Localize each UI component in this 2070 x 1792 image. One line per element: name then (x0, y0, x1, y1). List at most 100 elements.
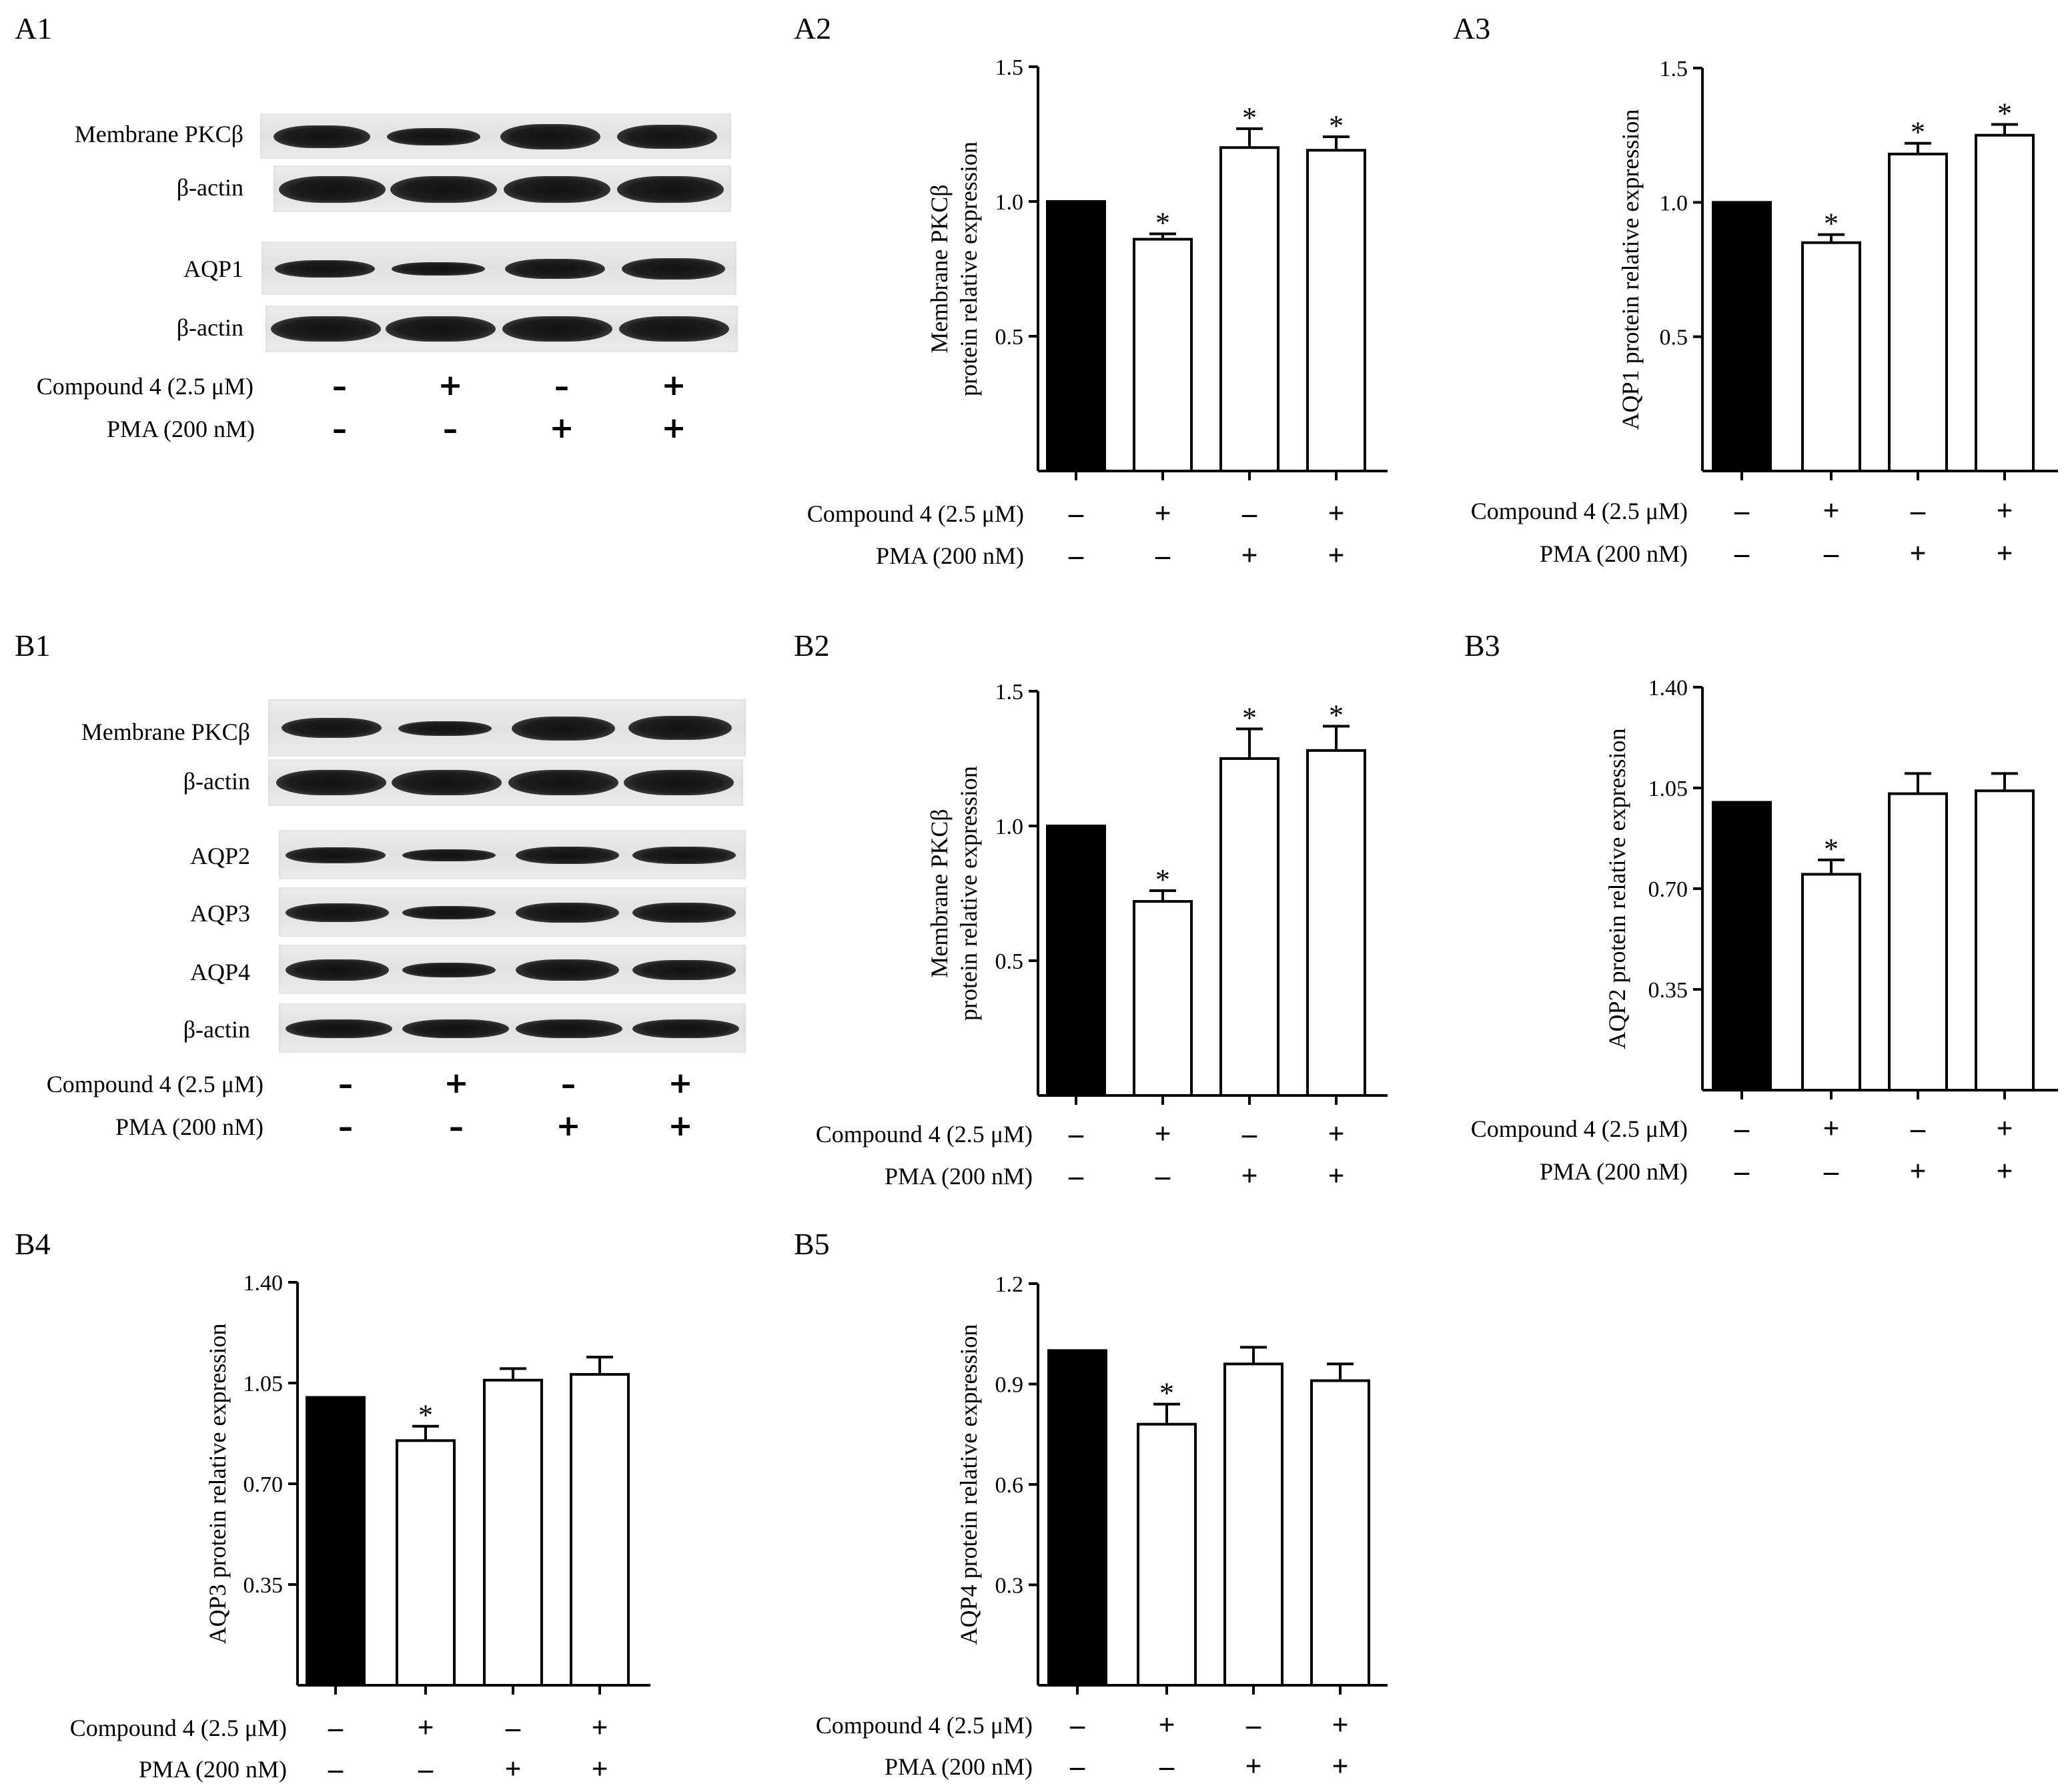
band (516, 1019, 622, 1038)
a3-significance-marker: * (1911, 116, 1925, 149)
blot-a1-label-pkc: Membrane PKCβ (74, 121, 243, 147)
band (279, 176, 386, 203)
band (274, 125, 370, 148)
b2-compound-sign: + (1328, 1117, 1344, 1150)
a1-pma-sign: – (332, 412, 347, 446)
band (619, 316, 729, 342)
a2-pma-sign: + (1328, 539, 1344, 572)
a3-compound-sign: – (1734, 494, 1750, 527)
blot-a1-label-actin1: β-actin (176, 174, 243, 201)
blot-a1-strip-aqp1 (262, 242, 736, 295)
band (500, 124, 600, 149)
b2-y-label-line2: protein relative expression (955, 766, 982, 1021)
a2-pma-sign: – (1155, 539, 1171, 572)
b3-pma-label: PMA (200 nM) (1540, 1158, 1688, 1185)
a3-compound-sign: + (1996, 494, 2013, 527)
b5-bar (1137, 1422, 1197, 1687)
b4-pma-sign: – (328, 1753, 344, 1785)
band (516, 847, 619, 864)
b2-pma-sign: – (1068, 1160, 1084, 1192)
a1-pma-label: PMA (200 nM) (106, 416, 255, 442)
band (275, 260, 375, 278)
a3-significance-marker: * (1824, 207, 1839, 240)
a3-bar (1975, 133, 2035, 473)
band (286, 847, 386, 863)
a1-compound-sign: – (554, 370, 569, 404)
b1-pma-sign: + (668, 1109, 693, 1143)
panel-label-a3: A3 (1453, 11, 1491, 45)
band (617, 176, 724, 203)
band (504, 176, 610, 203)
b5-y-tick-label: 0.6 (995, 1473, 1024, 1498)
a3-pma-sign: – (1823, 537, 1839, 570)
a2-bar (1046, 200, 1106, 472)
b3-y-label: AQP2 protein relative expression (1604, 729, 1630, 1049)
a3-pma-sign: – (1734, 537, 1750, 570)
b5-bar (1223, 1362, 1283, 1687)
b4-compound-sign: – (328, 1711, 344, 1744)
a2-y-label-line1: Membrane PKCβ (926, 184, 953, 353)
band (282, 718, 382, 738)
band (286, 903, 389, 922)
a2-significance-marker: * (1242, 101, 1257, 134)
a2-significance-marker: * (1155, 206, 1170, 239)
panel-label-b2: B2 (794, 628, 830, 662)
b4-compound-sign: + (591, 1711, 608, 1744)
blot-b1-strip-pkc (268, 699, 746, 757)
band (286, 1019, 392, 1038)
a3-y-tick-label: 1.0 (1660, 191, 1688, 215)
b3-compound-sign: + (1823, 1112, 1839, 1145)
blot-a1-label-aqp1: AQP1 (183, 256, 243, 282)
blot-a1-label-actin2: β-actin (176, 314, 243, 341)
a3-pma-sign: + (1996, 537, 2013, 570)
band (632, 960, 736, 980)
a3-pma-label: PMA (200 nM) (1540, 540, 1688, 567)
band (392, 262, 485, 276)
a2-bar (1306, 149, 1366, 473)
blot-b1-strip-actin1 (268, 759, 743, 806)
b2-significance-marker: * (1242, 702, 1257, 735)
b4-bar (570, 1373, 630, 1687)
b4-y-tick-label: 0.70 (243, 1472, 284, 1497)
a3-y-tick-label: 0.5 (1660, 326, 1688, 350)
a3-bar (1888, 152, 1948, 472)
b3-y-tick-label: 0.70 (1648, 877, 1688, 902)
a2-pma-label: PMA (200 nM) (876, 542, 1024, 569)
b2-y-label-line1: Membrane PKCβ (926, 809, 953, 977)
a2-y-tick-label: 0.5 (995, 325, 1024, 350)
band (508, 770, 618, 795)
b2-compound-label: Compound 4 (2.5 μM) (816, 1121, 1033, 1148)
b2-y-tick-label: 1.0 (995, 815, 1024, 839)
band (402, 849, 496, 861)
a1-compound-label: Compound 4 (2.5 μM) (36, 373, 253, 400)
a2-bar (1219, 146, 1279, 472)
b2-bar (1219, 757, 1279, 1097)
band (392, 770, 502, 795)
a3-compound-sign: – (1910, 494, 1926, 527)
a2-y-label-line2: protein relative expression (955, 141, 982, 396)
blot-a1-strip-actin2 (266, 306, 738, 352)
a3-pma-sign: + (1909, 537, 1926, 570)
band (632, 903, 736, 923)
b5-y-label: AQP4 protein relative expression (955, 1324, 982, 1645)
b5-compound-sign: – (1069, 1709, 1085, 1741)
blot-a1-strip-pkc (260, 113, 731, 159)
b2-y-tick-label: 1.5 (995, 680, 1024, 705)
a3-compound-label: Compound 4 (2.5 μM) (1471, 498, 1688, 524)
b5-pma-sign: – (1159, 1750, 1175, 1783)
b4-compound-sign: + (417, 1711, 434, 1744)
b5-y-tick-label: 1.2 (995, 1272, 1024, 1297)
b4-pma-label: PMA (200 nM) (139, 1756, 287, 1783)
b3-y-tick-label: 1.40 (1648, 676, 1688, 701)
b3-compound-sign: – (1910, 1112, 1926, 1145)
a2-compound-sign: – (1241, 497, 1257, 530)
b2-pma-sign: + (1328, 1160, 1344, 1192)
band (622, 258, 725, 280)
b2-compound-sign: – (1241, 1117, 1257, 1150)
a2-compound-sign: + (1328, 497, 1344, 530)
b3-significance-marker: * (1824, 833, 1839, 865)
b4-y-tick-label: 1.05 (243, 1372, 284, 1396)
b3-compound-sign: + (1996, 1112, 2013, 1145)
a1-pma-sign: + (661, 411, 686, 445)
